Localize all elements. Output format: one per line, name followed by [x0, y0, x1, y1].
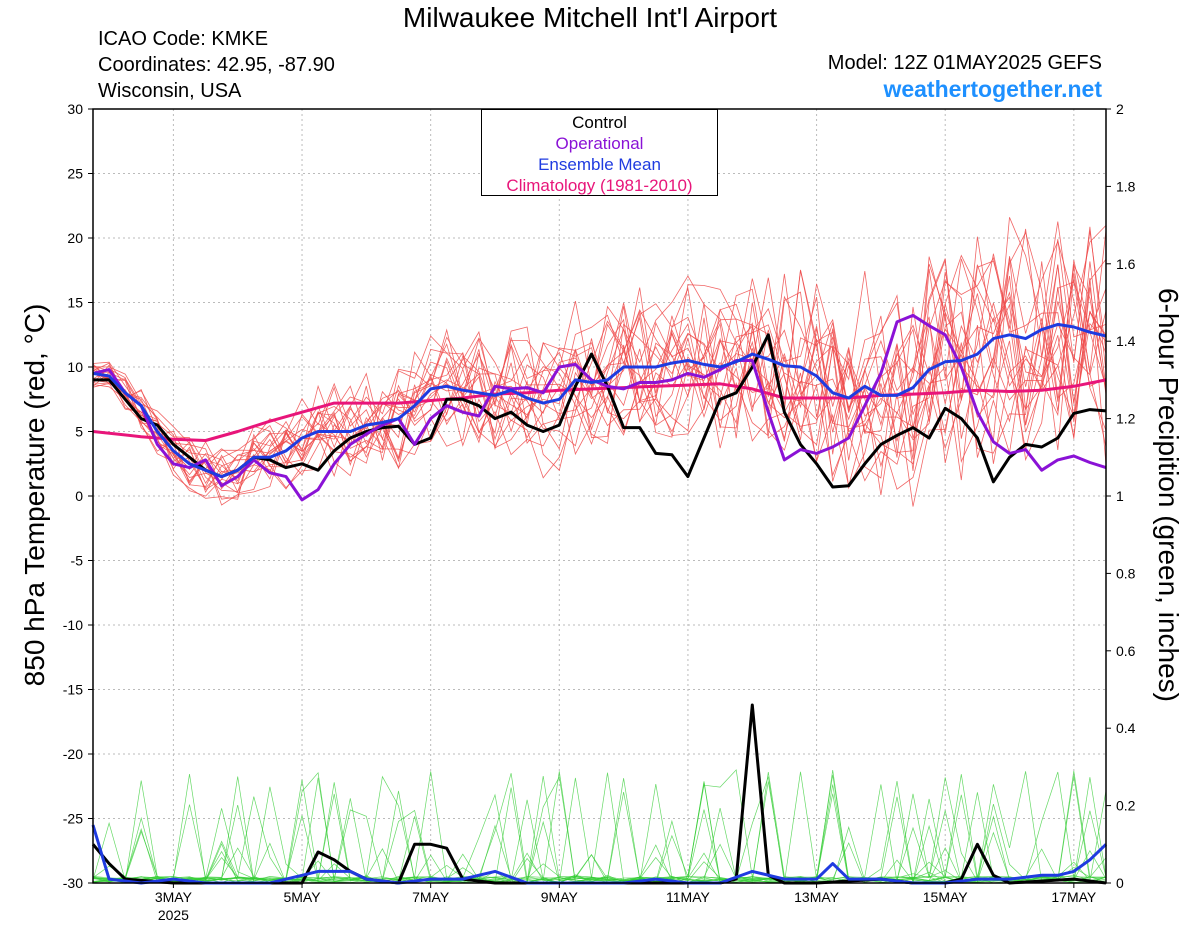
ensemble-temp-member [92, 229, 1107, 494]
ensemble-member-lines [92, 217, 1107, 884]
ensemble-temp-member [92, 258, 1107, 497]
y-right-tick-label: 0.2 [1116, 798, 1136, 814]
precip-line-ensemble-mean [91, 824, 1108, 885]
ensemble-temp-member [92, 260, 1107, 490]
location: Wisconsin, USA [98, 80, 242, 102]
ensemble-temp-member [92, 261, 1107, 506]
y-right-tick-label: 2 [1116, 101, 1124, 117]
legend-box: Control Operational Ensemble Mean Climat… [481, 109, 718, 196]
ensemble-precip-member [92, 771, 1107, 884]
y-right-tick-label: 1.2 [1116, 411, 1136, 427]
y-right-tick-label: 0.8 [1116, 565, 1136, 581]
y-right-tick-label: 0.6 [1116, 643, 1136, 659]
x-tick-label: 15MAY [923, 889, 969, 905]
y-right-tick-label: 1 [1116, 488, 1124, 504]
y-left-tick-label: 30 [67, 101, 83, 117]
y-right-tick-label: 1.8 [1116, 178, 1136, 194]
y-left-tick-label: 25 [67, 166, 83, 182]
x-tick-label: 9MAY [541, 889, 579, 905]
legend-item-climatology: Climatology (1981-2010) [506, 176, 693, 195]
y-left-tick-label: -5 [71, 553, 84, 569]
y-left-tick-label: 10 [67, 359, 83, 375]
ensemble-temp-member [92, 240, 1107, 475]
legend-item-ensemble-mean: Ensemble Mean [538, 155, 661, 174]
y-left-tick-label: -20 [63, 746, 83, 762]
model-run: Model: 12Z 01MAY2025 GEFS [827, 52, 1102, 74]
y-left-tick-label: 15 [67, 295, 83, 311]
ensemble-precip-member [92, 770, 1107, 884]
grid-lines [93, 109, 1106, 883]
ensemble-precip-member [92, 771, 1107, 884]
y-left-tick-label: -25 [63, 811, 83, 827]
legend-item-control: Control [572, 113, 627, 132]
y-left-tick-label: 5 [75, 424, 83, 440]
y-left-tick-label: -10 [63, 617, 83, 633]
temp-line-ensemble-mean [92, 322, 1107, 479]
coordinates: Coordinates: 42.95, -87.90 [98, 54, 335, 76]
y-right-tick-label: 0 [1116, 875, 1124, 891]
y-left-tick-label: 0 [75, 488, 83, 504]
chart-title: Milwaukee Mitchell Int'l Airport [402, 2, 778, 33]
y-right-tick-label: 0.4 [1116, 720, 1136, 736]
brand-link[interactable]: weathertogether.net [883, 76, 1102, 102]
x-tick-label: 11MAY [666, 889, 710, 905]
y-right-tick-label: 1.6 [1116, 256, 1136, 272]
ensemble-temp-member [92, 257, 1107, 473]
x-tick-label: 13MAY [794, 889, 840, 905]
ensemble-temp-member [92, 225, 1107, 482]
x-tick-label: 7MAY [412, 889, 450, 905]
series-lines [91, 313, 1108, 885]
y-left-tick-label: 20 [67, 230, 83, 246]
x-tick-label: 17MAY [1051, 889, 1097, 905]
y-right-tick-label: 1.4 [1116, 333, 1136, 349]
ensemble-temp-member [92, 286, 1107, 500]
y-left-tick-label: -15 [63, 682, 83, 698]
x-tick-label: 5MAY [283, 889, 321, 905]
temp-line-operational [92, 313, 1107, 502]
icao-code: ICAO Code: KMKE [98, 28, 269, 50]
y-left-tick-label: -30 [63, 875, 83, 891]
ensemble-precip-member [92, 776, 1107, 884]
axes: 302520151050-5-10-15-20-25-3021.81.61.41… [63, 101, 1136, 923]
x-tick-label: 3MAY [155, 889, 193, 905]
x-tick-sublabel: 2025 [158, 907, 189, 923]
ensemble-temp-member [92, 230, 1107, 488]
ensemble-temp-member [92, 261, 1107, 491]
ensemble-precip-member [92, 805, 1107, 884]
precip-line-control [91, 703, 1107, 885]
legend-item-operational: Operational [555, 134, 644, 153]
